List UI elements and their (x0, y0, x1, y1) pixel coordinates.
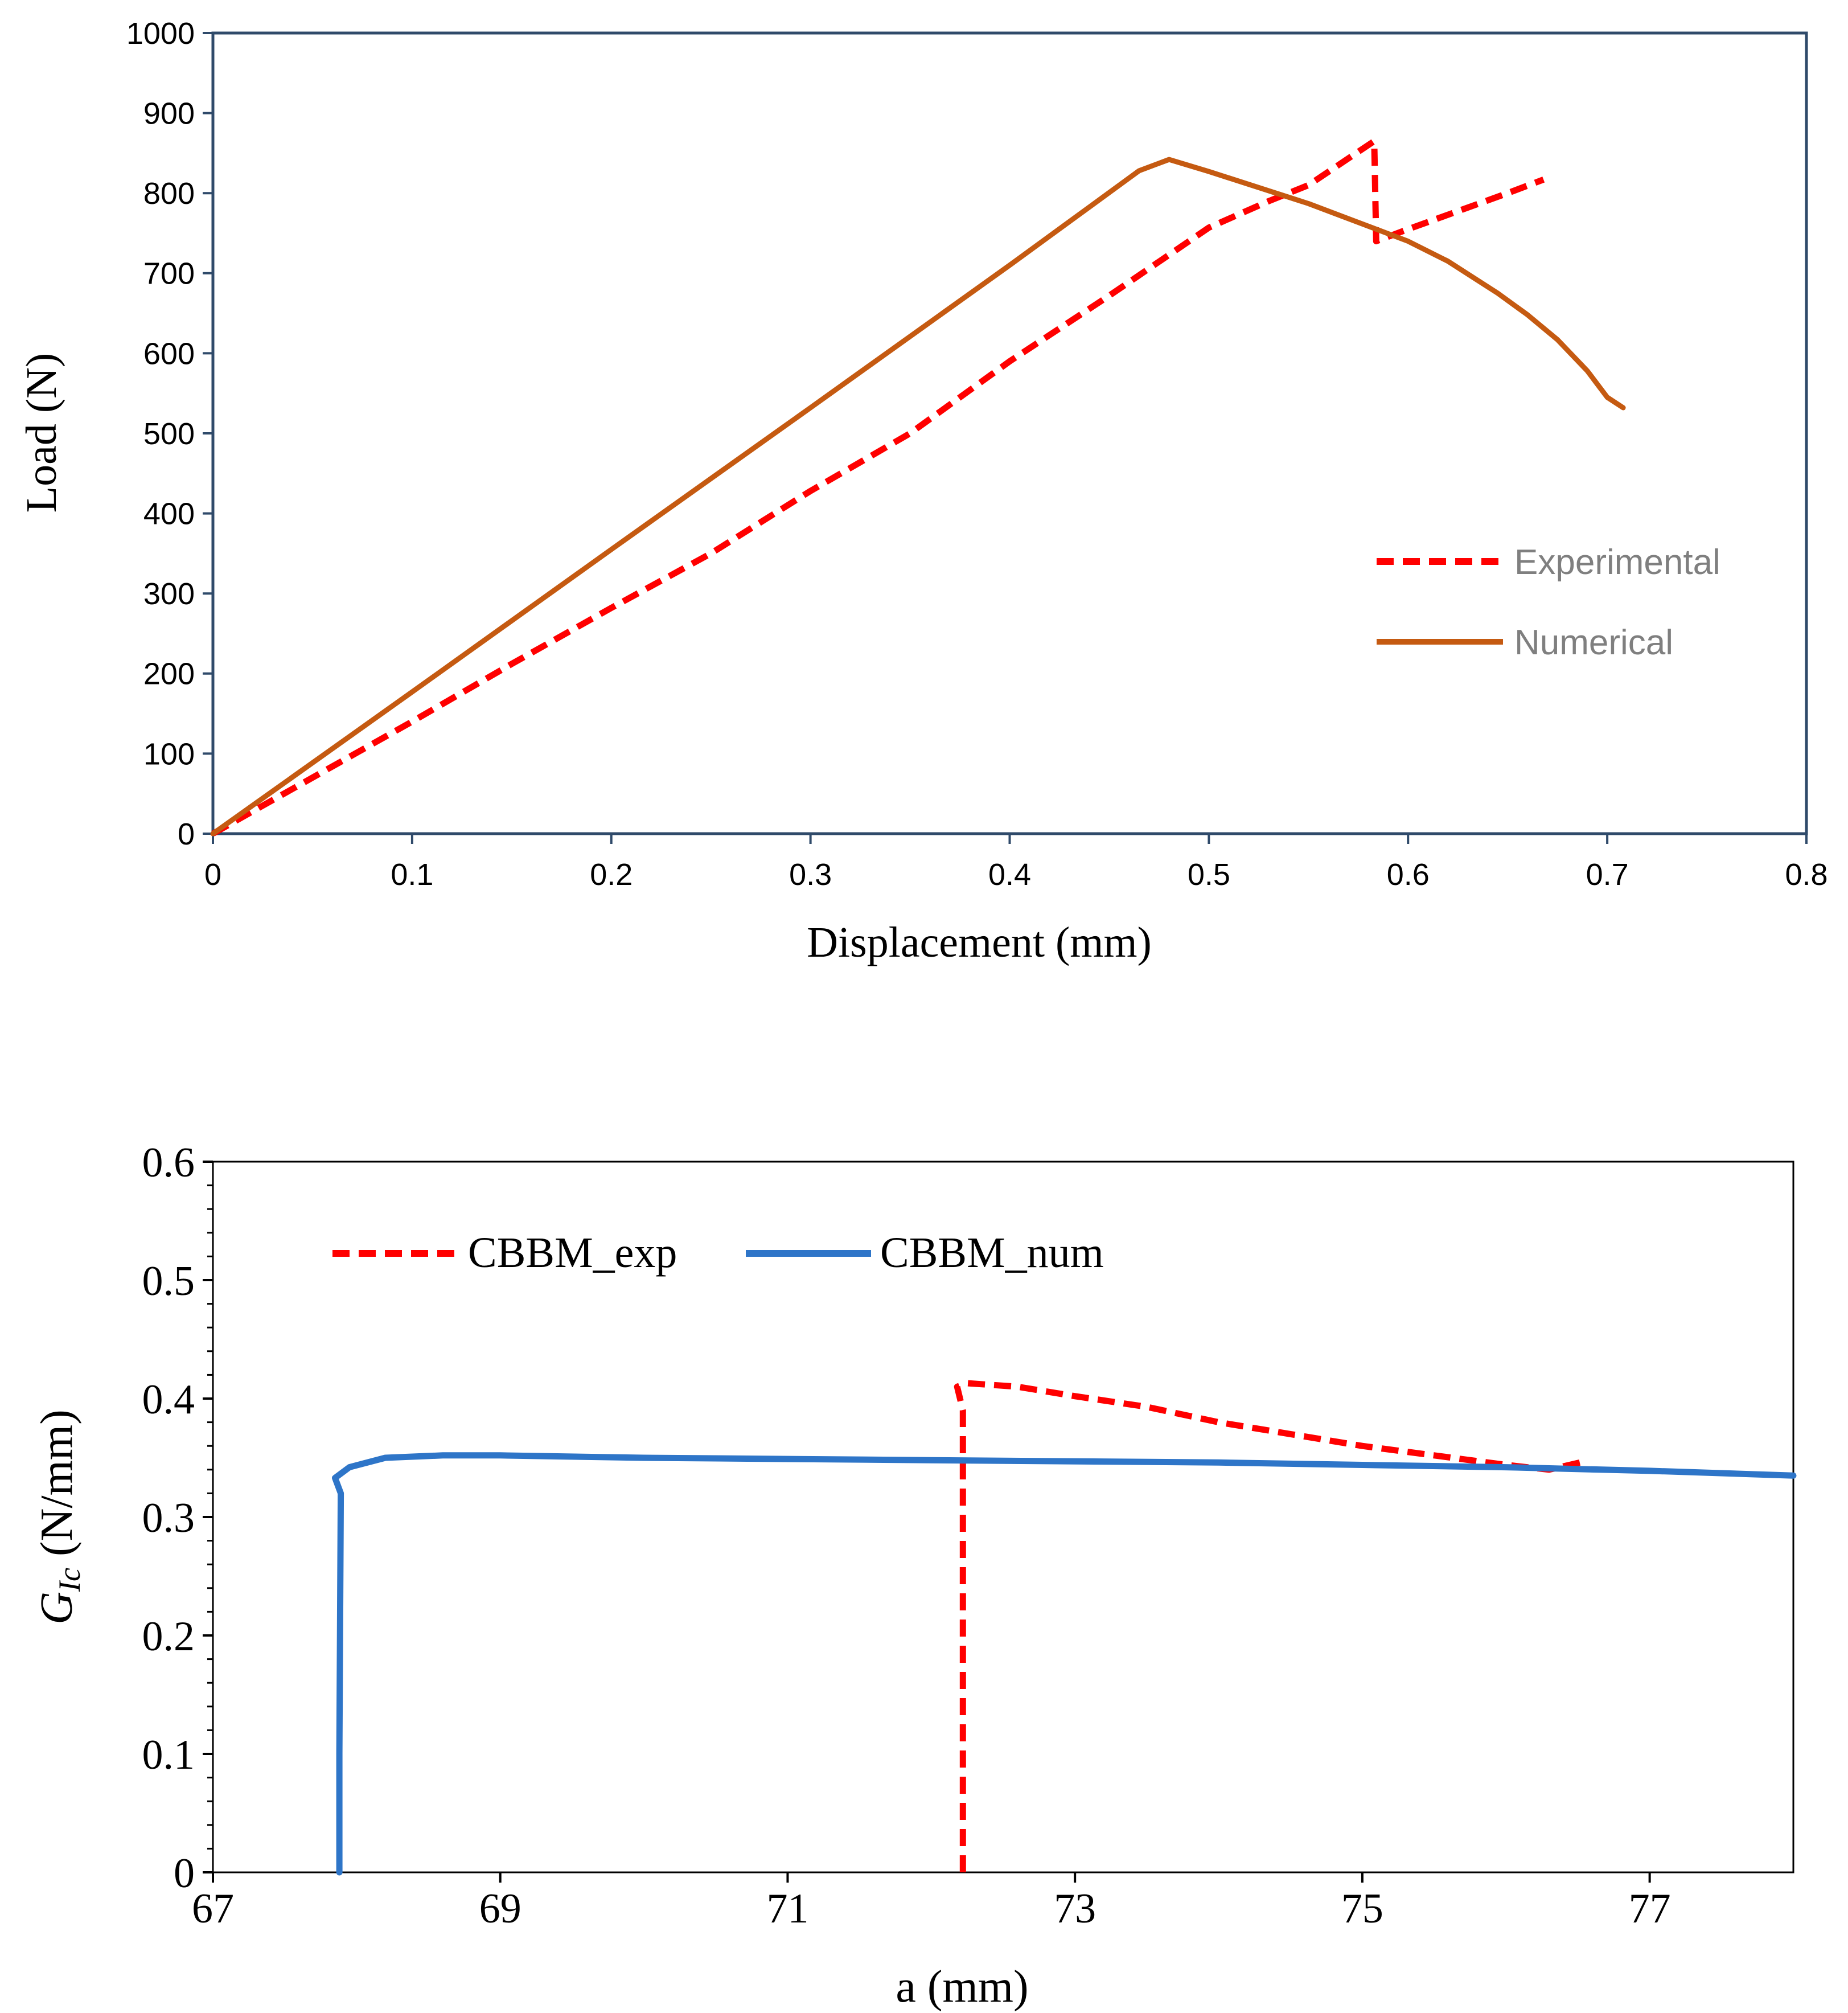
series-line-numerical (210, 157, 1626, 837)
legend-label-experimental: Experimental (1514, 543, 1720, 582)
x-tick-label: 73 (1054, 1885, 1096, 1932)
x-tick-label: 0.4 (988, 858, 1031, 892)
y-axis-label-subscript: Ic (52, 1568, 87, 1592)
y-axis-ticks: 0 100 200 300 400 500 600 700 800 900 1000 (126, 17, 213, 851)
series-group (210, 138, 1626, 837)
y-tick-label: 0.6 (142, 1139, 195, 1186)
series-line-experimental (211, 138, 1545, 837)
y-tick-label: 0.2 (142, 1613, 195, 1660)
y-tick-label: 700 (143, 257, 195, 291)
plot-area-frame (211, 31, 1808, 835)
y-tick-label: 0 (178, 817, 195, 851)
y-tick-label: 0 (174, 1850, 195, 1897)
x-tick-label: 0.8 (1785, 858, 1828, 892)
x-tick-label: 0.1 (391, 858, 433, 892)
y-axis-label: GIc (N/mm) (32, 1409, 87, 1624)
gic-crack-length-chart: 00.10.20.30.40.50.6 67 69 71 73 75 77 a (mm) … (32, 1139, 1797, 2012)
y-tick-label: 400 (143, 497, 195, 531)
y-axis-label-unit: (N/mm) (32, 1409, 82, 1568)
y-tick-label: 300 (143, 577, 195, 611)
y-tick-label: 200 (143, 657, 195, 691)
legend: Experimental Numerical (1377, 543, 1720, 662)
x-tick-label: 77 (1629, 1885, 1671, 1932)
x-axis-label: a (mm) (896, 1962, 1028, 2012)
y-tick-label: 900 (143, 97, 195, 131)
x-tick-label: 0.5 (1188, 858, 1230, 892)
x-axis-ticks: 67 69 71 73 75 77 (192, 1872, 1671, 1932)
y-tick-label: 1000 (126, 17, 195, 51)
y-tick-label: 100 (143, 737, 195, 771)
y-axis-ticks: 0 0.1 0.2 0.3 0.4 0.5 0.6 (142, 1139, 213, 1897)
x-tick-label: 0 (204, 858, 221, 892)
x-tick-label: 71 (766, 1885, 808, 1932)
legend: CBBM_exp CBBM_num (332, 1229, 1104, 1277)
y-tick-label: 0.3 (142, 1495, 195, 1541)
y-axis-label: Load (N) (18, 353, 65, 513)
y-tick-label: 600 (143, 337, 195, 371)
y-tick-label: 0.5 (142, 1258, 195, 1305)
x-tick-label: 0.7 (1586, 858, 1629, 892)
y-tick-label: 0.1 (142, 1732, 195, 1778)
series-group (332, 1380, 1797, 1876)
legend-label-cbbm-exp: CBBM_exp (468, 1229, 677, 1277)
x-axis-ticks: 0 0.1 0.2 0.3 0.4 0.5 0.6 0.7 0.8 (204, 834, 1828, 892)
legend-label-numerical: Numerical (1514, 623, 1673, 662)
y-tick-label: 500 (143, 417, 195, 451)
legend-label-cbbm-num: CBBM_num (880, 1229, 1104, 1277)
x-tick-label: 0.2 (590, 858, 633, 892)
y-tick-label: 0.4 (142, 1376, 195, 1423)
x-tick-label: 0.3 (789, 858, 832, 892)
x-tick-label: 0.6 (1387, 858, 1430, 892)
y-axis-label-main: G (32, 1592, 82, 1625)
x-tick-label: 67 (192, 1885, 234, 1932)
series-line-cbbm-num (332, 1452, 1797, 1876)
series-line-cbbm-exp (954, 1380, 1586, 1872)
y-tick-label: 800 (143, 177, 195, 211)
x-tick-label: 75 (1341, 1885, 1383, 1932)
x-tick-label: 69 (479, 1885, 521, 1932)
load-displacement-chart: 0 100 200 300 400 500 600 700 800 900 1000 0 0.1 0.2… (18, 17, 1828, 966)
x-axis-label: Displacement (mm) (807, 919, 1152, 966)
